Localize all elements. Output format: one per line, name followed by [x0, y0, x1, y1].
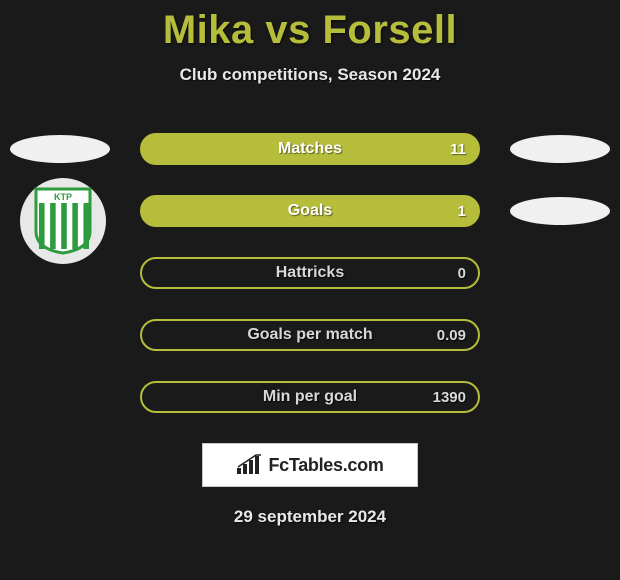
stat-label: Goals: [288, 202, 332, 220]
stat-value-right: 11: [450, 141, 466, 158]
player-left-ellipse: [10, 135, 110, 163]
footer-date: 29 september 2024: [0, 507, 620, 527]
stat-value-right: 1390: [433, 389, 466, 406]
stat-label: Matches: [278, 140, 342, 158]
stat-label: Hattricks: [276, 264, 344, 282]
stat-label: Min per goal: [263, 388, 357, 406]
stat-pill: Goals per match 0.09: [140, 319, 480, 351]
page-subtitle: Club competitions, Season 2024: [0, 65, 620, 85]
svg-text:KTP: KTP: [54, 192, 72, 202]
player-right-ellipse: [510, 135, 610, 163]
stat-row: Goals per match 0.09: [0, 319, 620, 351]
page-title: Mika vs Forsell: [0, 0, 620, 53]
club-badge: KTP: [20, 178, 106, 264]
brand-box[interactable]: FcTables.com: [202, 443, 418, 487]
stat-row: Min per goal 1390: [0, 381, 620, 413]
stat-pill: Matches 11: [140, 133, 480, 165]
stat-pill: Min per goal 1390: [140, 381, 480, 413]
stat-pill: Hattricks 0: [140, 257, 480, 289]
player-right-ellipse: [510, 197, 610, 225]
stat-value-right: 0: [458, 265, 466, 282]
stat-label: Goals per match: [247, 326, 372, 344]
stat-value-right: 1: [458, 203, 466, 220]
brand-text: FcTables.com: [268, 455, 383, 476]
club-shield-icon: KTP: [32, 187, 94, 255]
stat-value-right: 0.09: [437, 327, 466, 344]
stat-row: Matches 11: [0, 133, 620, 165]
bar-chart-icon: [236, 454, 264, 476]
stats-container: Matches 11 Goals 1 Hattricks 0 Goals per match…: [0, 133, 620, 413]
stat-pill: Goals 1: [140, 195, 480, 227]
